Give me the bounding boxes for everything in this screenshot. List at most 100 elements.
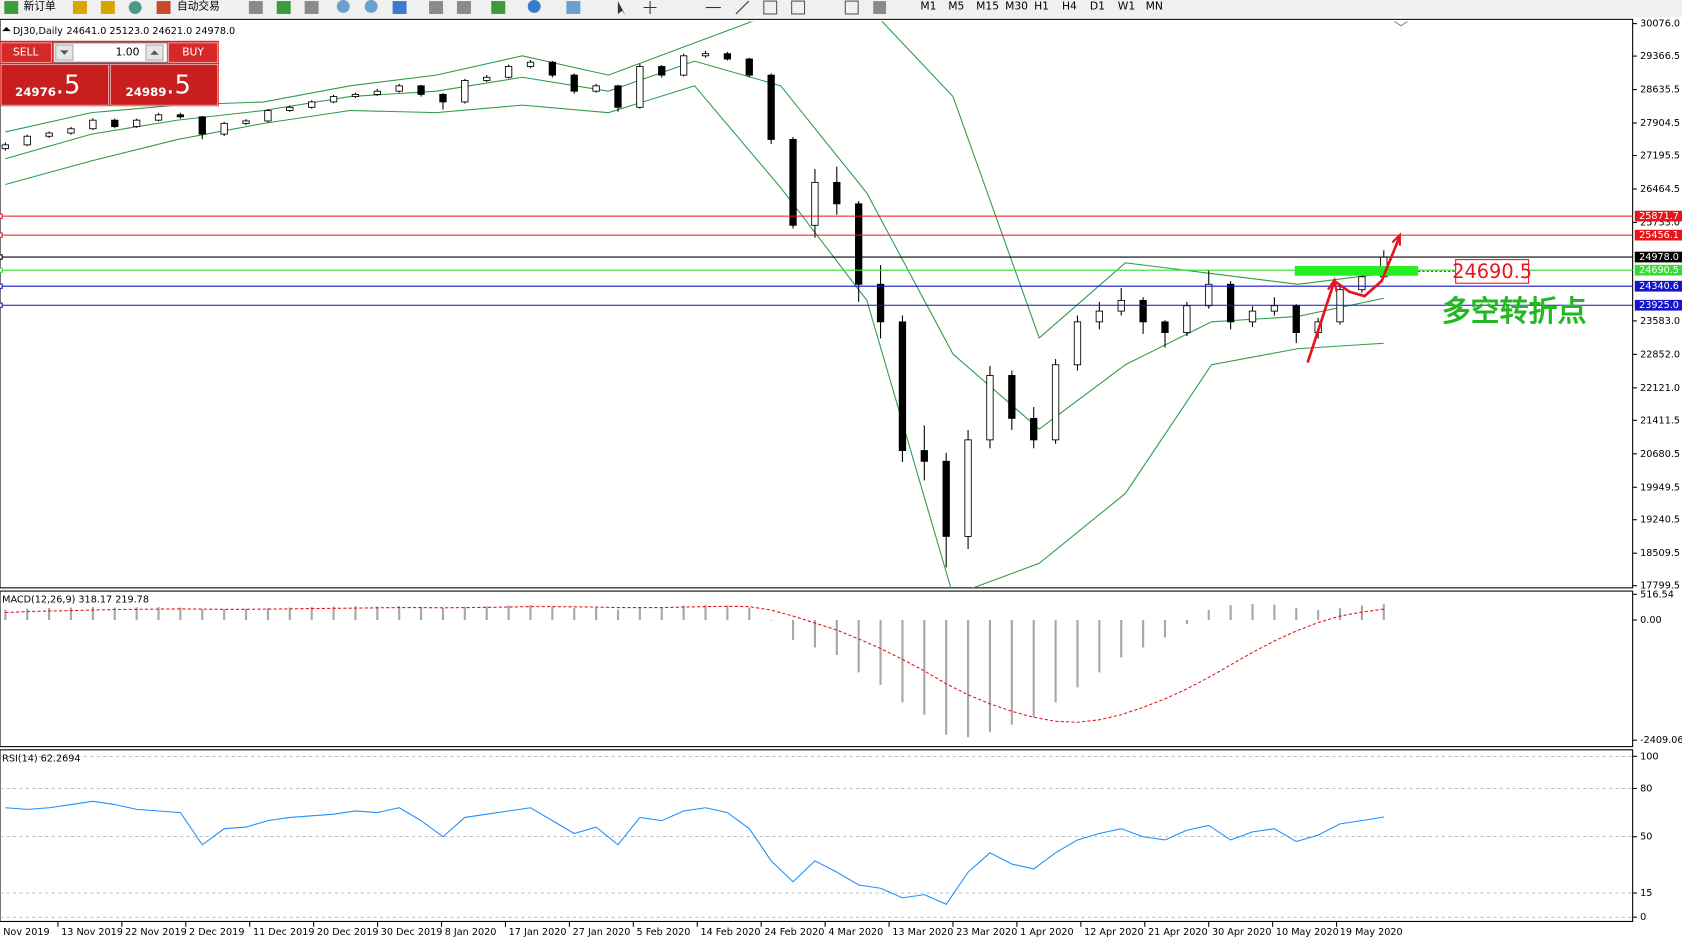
auto-trade-icon[interactable] [156,1,171,14]
date-label: 8 Jan 2020 [445,927,497,938]
candle-body [220,122,228,135]
lot-down-arrow [60,50,69,55]
macd-bar [26,608,29,621]
y-tick-label: 50 [1640,832,1652,843]
icon[interactable] [763,0,778,15]
new-order-button[interactable]: 新订单 [24,0,56,12]
date-label: 12 Apr 2020 [1084,927,1144,938]
lot-value[interactable]: 1.00 [116,46,140,59]
periods[interactable] [527,0,541,13]
candle-body [461,80,469,103]
date-label: 24 Feb 2020 [764,927,824,938]
price-level-label: 23925.0 [1639,300,1679,311]
icon[interactable] [100,1,115,14]
icon[interactable] [791,0,806,15]
y-tick-label: 26464.5 [1640,184,1680,195]
candle-body [373,90,381,95]
timeframe-button[interactable]: M1 [920,0,936,12]
zoom-out[interactable] [364,0,378,13]
candle-body [701,53,710,57]
timeframe-button[interactable]: M30 [1005,0,1028,12]
macd-bar [529,605,532,621]
buy-button[interactable] [168,42,219,63]
timeframe-button[interactable]: M5 [948,0,964,12]
new-order-icon[interactable] [4,1,19,14]
date-label: 30 Dec 2019 [381,927,443,938]
icon[interactable] [392,1,407,14]
macd-bar [1338,608,1342,621]
symbol-label: DJ30,Daily [13,26,63,37]
macd-bar [1163,620,1167,638]
macd-bar [748,607,751,621]
icon[interactable] [248,1,263,14]
timeframe-button[interactable]: MN [1146,0,1163,12]
date-label: 23 Mar 2020 [956,927,1017,938]
candle-body [89,119,97,130]
candle-body [198,116,206,135]
timeframe-button[interactable]: H4 [1062,0,1077,12]
date-label: 27 Jan 2020 [573,927,631,938]
timeframe-button[interactable]: H1 [1034,0,1049,12]
buy-price-box[interactable] [110,64,219,106]
level-handle[interactable] [0,302,3,308]
sell-button[interactable] [0,42,52,63]
date-label: 11 Dec 2019 [253,927,315,938]
sell-price-box[interactable] [0,64,109,106]
macd-bar [201,609,204,621]
timeframe-button[interactable]: D1 [1090,0,1105,12]
y-tick-label: 28635.5 [1640,85,1680,96]
y-tick-label: 17799.5 [1640,581,1680,592]
trend-tool[interactable] [735,0,750,15]
date-label: 13 Nov 2019 [61,927,123,938]
y-tick-label: 19949.5 [1640,482,1680,493]
candle-body [767,74,775,140]
macd-bar [857,620,860,673]
price-level-tag [1634,299,1682,311]
buy-label[interactable]: BUY [182,46,204,59]
icon[interactable] [456,1,471,14]
icon[interactable] [276,1,291,14]
date-label: 14 Feb 2020 [700,927,760,938]
macd-bar [1229,605,1232,621]
auto-trading-button[interactable]: 自动交易 [177,0,220,12]
timeframes: M1 M5 M15 M30 H1 H4 D1 W1 MN [920,0,1163,12]
icon[interactable] [844,0,859,15]
zoom-in[interactable] [336,0,350,13]
lot-field[interactable] [53,42,168,63]
icon[interactable] [429,1,444,14]
rsi-label: RSI(14) 62.2694 [2,753,80,764]
crosshair-tool[interactable] [643,1,657,14]
macd-bar [135,607,138,621]
templates[interactable] [566,1,581,14]
macd-bar [420,607,423,621]
level-handle[interactable] [0,254,3,260]
timeframe-button[interactable]: M15 [976,0,999,12]
macd-bar [573,608,576,621]
collapse-arrow[interactable] [2,26,11,32]
macd-bar [332,606,335,621]
macd-bar [1010,620,1013,725]
level-handle[interactable] [0,232,3,238]
icon[interactable] [304,1,319,14]
macd-bar [1295,608,1298,621]
price-level-tag [1634,280,1682,292]
macd-bar [726,605,729,621]
cursor-tool[interactable] [617,1,626,16]
level-handle[interactable] [0,267,3,273]
icon[interactable] [873,1,887,14]
level-handle[interactable] [0,283,3,289]
macd-bar [310,607,313,621]
timeframe-button[interactable]: W1 [1118,0,1135,12]
macd-label: MACD(12,26,9) 318.17 219.78 [2,595,149,606]
icon[interactable] [72,1,87,14]
candle-body [504,66,513,78]
ohlc-label: 24641.0 25123.0 24621.0 24978.0 [67,26,236,37]
y-tick-label: 20680.5 [1640,449,1680,460]
icon[interactable] [128,1,142,14]
date-label: 4 Mar 2020 [828,927,883,938]
macd-bar [704,605,707,621]
indicators[interactable] [491,1,506,14]
sell-label[interactable]: SELL [13,46,39,59]
level-handle[interactable] [0,213,3,219]
